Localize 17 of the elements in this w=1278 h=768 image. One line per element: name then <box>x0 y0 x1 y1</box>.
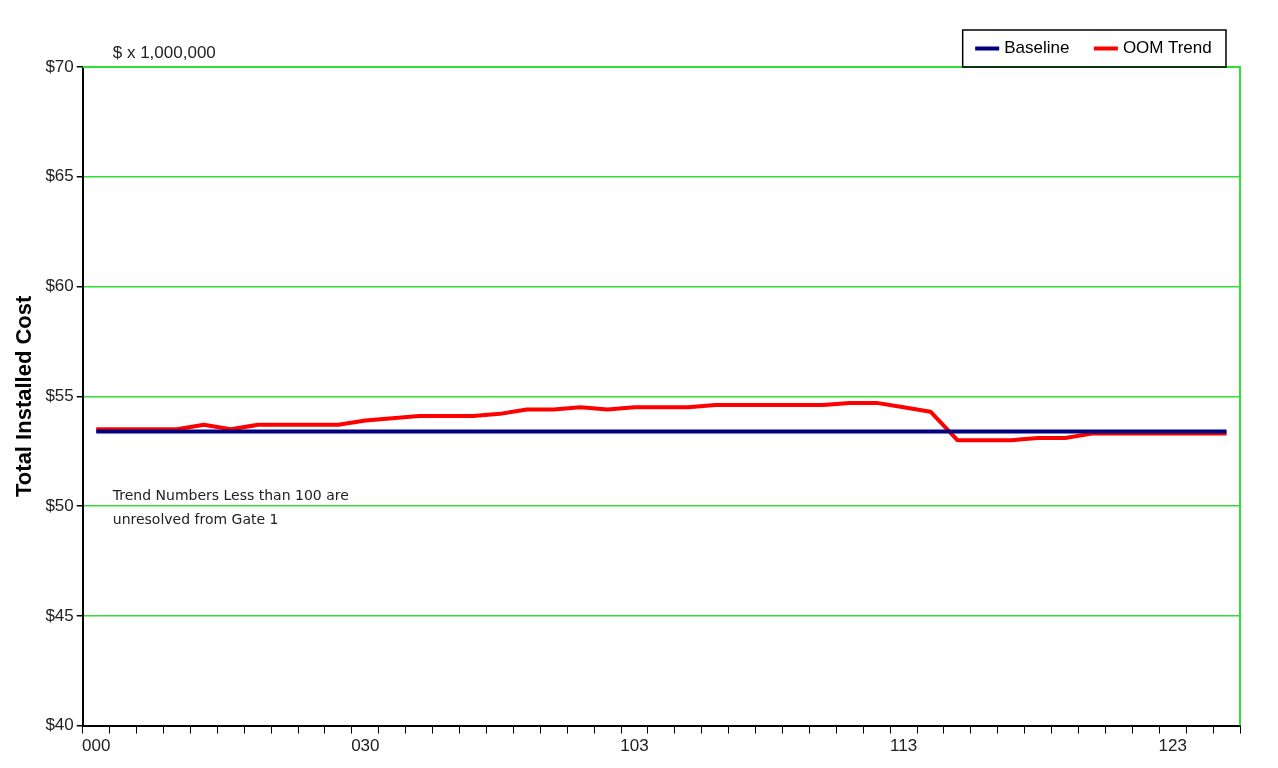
y-tick-label: $60 <box>45 276 74 296</box>
x-tick-label: 123 <box>1158 736 1187 756</box>
x-tick-label: 103 <box>620 736 649 756</box>
x-tick-label: 030 <box>351 736 380 756</box>
legend-label: OOM Trend <box>1122 38 1212 58</box>
x-tick-label: 000 <box>82 736 111 756</box>
annotation: Trend Numbers Less than 100 are unresolved from Gate 1 <box>111 487 349 528</box>
y-tick-label: $50 <box>45 495 74 515</box>
legend-label: Baseline <box>1004 38 1070 58</box>
y-tick-label: $70 <box>45 56 74 76</box>
y-tick-label: $40 <box>45 715 74 735</box>
text: $ x 1,000,000 <box>112 43 216 62</box>
y-axis-title: Total Installed Cost <box>11 294 37 497</box>
x-tick-label: 113 <box>890 736 918 756</box>
y-tick-label: $65 <box>45 166 74 186</box>
y-tick-label: $55 <box>45 385 74 405</box>
y-tick-label: $45 <box>45 605 74 625</box>
